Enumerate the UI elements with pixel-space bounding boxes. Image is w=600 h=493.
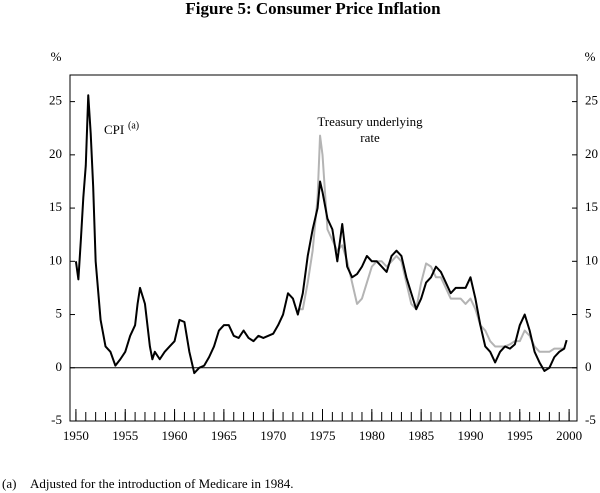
y-tick-label: -5	[51, 412, 62, 427]
y2-tick-label: -5	[585, 412, 596, 427]
y2-tick-label: 0	[585, 359, 592, 374]
footnote: Adjusted for the introduction of Medicar…	[30, 476, 294, 491]
y2-tick-label: 5	[585, 306, 592, 321]
x-tick-label: 1955	[112, 428, 138, 443]
plot-frame	[69, 74, 578, 422]
x-tick-label: 1965	[211, 428, 237, 443]
series-line	[297, 134, 565, 353]
y-tick-label: 5	[56, 306, 63, 321]
series-label: CPI	[104, 122, 124, 137]
annotation: Treasury underlying	[317, 114, 423, 129]
x-tick-label: 1985	[408, 428, 434, 443]
series-line	[74, 94, 568, 375]
y2-unit: %	[585, 49, 596, 64]
y-tick-label: 25	[49, 93, 62, 108]
x-tick-label: 1975	[310, 428, 336, 443]
x-tick-label: 1960	[162, 428, 188, 443]
x-tick-label: 1990	[457, 428, 483, 443]
y2-tick-label: 25	[585, 93, 598, 108]
annotation: (a)	[128, 120, 139, 131]
y-unit: %	[51, 49, 62, 64]
y-tick-label: 20	[49, 146, 62, 161]
x-tick-label: 1970	[260, 428, 286, 443]
footnote-marker: (a)	[2, 476, 16, 491]
y2-tick-label: 10	[585, 252, 598, 267]
x-tick-label: 1980	[359, 428, 385, 443]
x-tick-label: 1995	[507, 428, 533, 443]
x-tick-label: 1950	[63, 428, 89, 443]
annotation: rate	[360, 130, 380, 145]
y-tick-label: 0	[56, 359, 63, 374]
y-tick-label: 15	[49, 199, 62, 214]
y2-tick-label: 15	[585, 199, 598, 214]
x-tick-label: 2000	[556, 428, 582, 443]
y-tick-label: 10	[49, 252, 62, 267]
y2-tick-label: 20	[585, 146, 598, 161]
chart-title: Figure 5: Consumer Price Inflation	[185, 0, 441, 18]
